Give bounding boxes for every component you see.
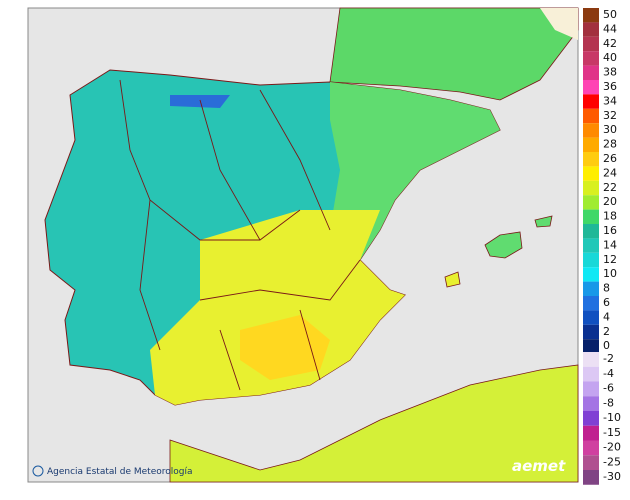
legend-label: 38 xyxy=(603,66,617,79)
legend-label: 40 xyxy=(603,51,617,64)
legend-swatch xyxy=(583,281,599,296)
legend-swatch xyxy=(583,455,599,470)
legend-swatch xyxy=(583,36,599,52)
legend-swatch xyxy=(583,209,599,224)
legend-swatch xyxy=(583,366,599,382)
legend-swatch xyxy=(583,166,599,181)
legend-swatch xyxy=(583,425,599,441)
legend-label: 30 xyxy=(603,123,617,136)
legend-swatch xyxy=(583,411,599,426)
ibiza xyxy=(444,271,461,288)
legend-swatch xyxy=(583,65,599,80)
legend-swatch xyxy=(583,352,599,367)
legend-swatch xyxy=(583,180,599,196)
legend-label: 34 xyxy=(603,94,617,107)
legend-label: -30 xyxy=(603,470,621,483)
legend-label: 36 xyxy=(603,80,617,93)
credit-icon xyxy=(32,465,44,477)
legend-swatch xyxy=(583,22,599,37)
legend-label: 2 xyxy=(603,325,610,338)
legend-swatch xyxy=(583,267,599,282)
legend-label: 44 xyxy=(603,22,617,35)
legend-swatch xyxy=(583,123,599,138)
legend-swatch xyxy=(583,224,599,239)
legend-swatch xyxy=(583,80,599,95)
legend-swatch xyxy=(583,152,599,167)
south-zone xyxy=(150,210,405,405)
legend-swatch xyxy=(583,381,599,397)
legend-swatch xyxy=(583,296,599,311)
legend-label: 10 xyxy=(603,267,617,280)
legend-swatch xyxy=(583,195,599,210)
legend-swatch xyxy=(583,396,599,411)
legend-swatch xyxy=(583,310,599,325)
legend-swatch xyxy=(583,8,599,23)
africa xyxy=(169,364,579,483)
legend-label: 18 xyxy=(603,210,617,223)
legend-label: 24 xyxy=(603,166,617,179)
legend-label: -15 xyxy=(603,426,621,439)
legend-label: -4 xyxy=(603,367,614,380)
legend-label: 42 xyxy=(603,37,617,50)
legend-swatch xyxy=(583,94,599,109)
map xyxy=(44,7,579,483)
mallorca xyxy=(484,231,523,259)
legend-label: 4 xyxy=(603,310,610,323)
menorca xyxy=(534,215,553,228)
legend-swatch xyxy=(583,324,599,340)
warm-zone xyxy=(240,315,330,380)
legend-label: 0 xyxy=(603,339,610,352)
legend-label: 16 xyxy=(603,224,617,237)
province-borders xyxy=(119,79,361,391)
legend-label: -10 xyxy=(603,411,621,424)
legend: 5044424038363432302826242220181614121086… xyxy=(583,8,621,485)
legend-label: 8 xyxy=(603,282,610,295)
legend-label: 12 xyxy=(603,253,617,266)
legend-label: 22 xyxy=(603,181,617,194)
legend-swatch xyxy=(583,339,599,354)
legend-label: 14 xyxy=(603,238,617,251)
legend-label: -6 xyxy=(603,382,614,395)
alps xyxy=(540,8,578,40)
legend-label: 50 xyxy=(603,8,617,21)
legend-label: 6 xyxy=(603,296,610,309)
legend-label: 20 xyxy=(603,195,617,208)
legend-label: 26 xyxy=(603,152,617,165)
legend-label: 28 xyxy=(603,138,617,151)
credit: Agencia Estatal de Meteorología xyxy=(47,467,193,477)
legend-label: -2 xyxy=(603,352,614,365)
legend-label: -20 xyxy=(603,441,621,454)
legend-swatch xyxy=(583,440,599,456)
legend-swatch xyxy=(583,137,599,152)
logo: aemet xyxy=(512,457,566,475)
legend-swatch xyxy=(583,252,599,268)
legend-label: -25 xyxy=(603,455,621,468)
legend-swatch xyxy=(583,238,599,253)
legend-swatch xyxy=(583,51,599,66)
legend-label: 32 xyxy=(603,109,617,122)
legend-swatch xyxy=(583,108,599,124)
legend-swatch xyxy=(583,470,599,485)
legend-label: -8 xyxy=(603,396,614,409)
